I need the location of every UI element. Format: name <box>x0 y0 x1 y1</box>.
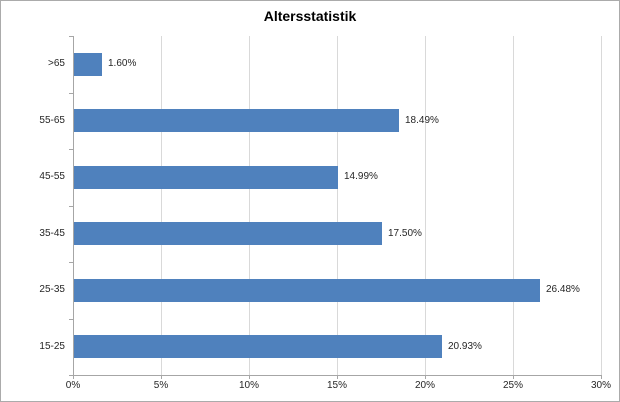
value-axis-line <box>73 375 602 376</box>
category-axis-tick <box>69 206 73 207</box>
gridline-30% <box>601 36 602 375</box>
value-axis-tick-label: 30% <box>590 380 611 391</box>
gridline-15% <box>337 36 338 375</box>
gridline-25% <box>513 36 514 375</box>
category-axis-line <box>73 36 74 376</box>
bar-value-label: 1.60% <box>108 58 137 69</box>
value-axis-tick-label: 20% <box>414 380 435 391</box>
category-axis-tick <box>69 36 73 37</box>
bar <box>74 53 102 76</box>
value-axis-tick-label: 0% <box>65 380 81 391</box>
bar-value-label: 17.50% <box>388 228 422 239</box>
category-axis-tick <box>69 375 73 376</box>
category-axis-tick <box>69 149 73 150</box>
category-axis-tick <box>69 319 73 320</box>
value-axis-tick-label: 5% <box>153 380 169 391</box>
bar-value-label: 14.99% <box>344 171 378 182</box>
category-label: 35-45 <box>39 228 65 239</box>
category-label: 15-25 <box>39 341 65 352</box>
category-axis-tick <box>69 93 73 94</box>
category-label: >65 <box>48 58 65 69</box>
value-axis-tick-label: 15% <box>326 380 347 391</box>
value-axis-tick <box>161 375 162 379</box>
bar <box>74 222 382 245</box>
bar <box>74 109 399 132</box>
bar <box>74 279 540 302</box>
value-axis-tick <box>249 375 250 379</box>
category-label: 45-55 <box>39 171 65 182</box>
value-axis-tick <box>513 375 514 379</box>
bar-value-label: 20.93% <box>448 341 482 352</box>
bar <box>74 335 442 358</box>
value-axis-tick <box>337 375 338 379</box>
value-axis-tick <box>73 375 74 379</box>
chart-title: Altersstatistik <box>263 8 357 24</box>
value-axis-tick <box>425 375 426 379</box>
gridline-10% <box>249 36 250 375</box>
category-axis-tick <box>69 262 73 263</box>
bar <box>74 166 338 189</box>
value-axis-tick-label: 10% <box>238 380 259 391</box>
category-label: 55-65 <box>39 115 65 126</box>
bar-value-label: 26.48% <box>546 284 580 295</box>
bar-value-label: 18.49% <box>405 115 439 126</box>
value-axis-tick <box>601 375 602 379</box>
value-axis-tick-label: 25% <box>502 380 523 391</box>
category-label: 25-35 <box>39 284 65 295</box>
gridline-5% <box>161 36 162 375</box>
gridline-20% <box>425 36 426 375</box>
